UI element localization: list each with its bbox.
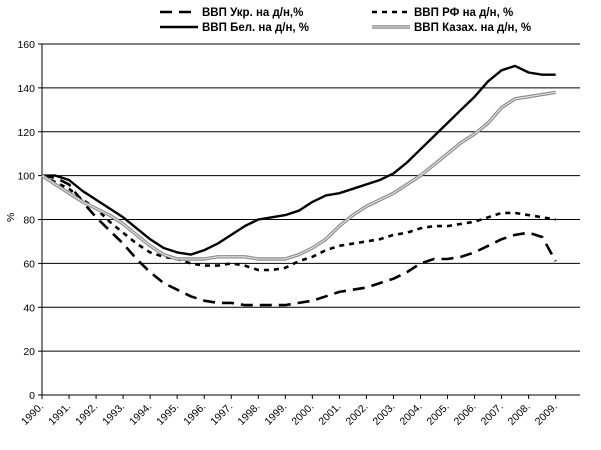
x-tick-label: 2005. — [425, 401, 452, 428]
x-tick-label: 2007. — [479, 401, 506, 428]
x-tick-label: 1997. — [208, 401, 235, 428]
x-tick-label: 1990. — [19, 401, 46, 428]
x-tick-label: 1999. — [262, 401, 289, 428]
x-tick-label: 1993. — [100, 401, 127, 428]
y-tick-label: 60 — [23, 258, 35, 270]
axes — [38, 43, 580, 399]
series-line-2 — [41, 174, 556, 272]
series-lines — [41, 64, 557, 307]
x-tick-label: 2006. — [452, 401, 479, 428]
x-tick-label: 1995. — [154, 401, 181, 428]
legend-label-0: ВВП Укр. на д/н,% — [202, 7, 303, 19]
x-tick-label: 2002. — [343, 401, 370, 428]
x-tick-label: 2000. — [289, 401, 316, 428]
x-tick-label: 2009. — [533, 401, 560, 428]
x-tick-label: 2003. — [371, 401, 398, 428]
series-line-0 — [41, 174, 557, 307]
legend-label-1: ВВП Бел. на д/н, % — [202, 22, 309, 34]
series-line-1 — [42, 64, 556, 256]
x-axis-tick-labels: 1990. 1991. 1992. 1993. 1994. 1995. 1996. 1997.… — [19, 401, 560, 428]
x-tick-label: 1992. — [73, 401, 100, 428]
gridlines — [42, 43, 580, 352]
x-tick-label: 2001. — [316, 401, 343, 428]
x-tick-label: 1991. — [46, 401, 73, 428]
x-tick-label: 1996. — [181, 401, 208, 428]
y-tick-label: 100 — [17, 171, 35, 183]
chart-legend: ВВП Укр. на д/н,% ВВП Бел. на д/н, % ВВП Р… — [160, 7, 531, 34]
y-tick-label: 40 — [23, 302, 35, 314]
y-tick-label: 20 — [23, 346, 35, 358]
x-tick-label: 1998. — [235, 401, 262, 428]
y-axis-tick-labels: 0 20 40 60 80 100 120 140 160 — [17, 39, 35, 402]
legend-label-3: ВВП Казах. на д/н, % — [414, 22, 531, 34]
x-tick-label: 2008. — [506, 401, 533, 428]
x-tick-label: 2004. — [398, 401, 425, 428]
y-tick-label: 160 — [17, 39, 35, 51]
y-tick-label: 0 — [29, 390, 35, 402]
series-line-3-highlight — [41, 91, 556, 260]
x-tick-label: 1994. — [127, 401, 154, 428]
legend-label-2: ВВП РФ на д/н, % — [414, 7, 513, 19]
y-tick-label: 80 — [23, 215, 35, 227]
y-axis-label: % — [5, 213, 17, 222]
y-tick-label: 140 — [17, 83, 35, 95]
y-tick-label: 120 — [17, 127, 35, 139]
